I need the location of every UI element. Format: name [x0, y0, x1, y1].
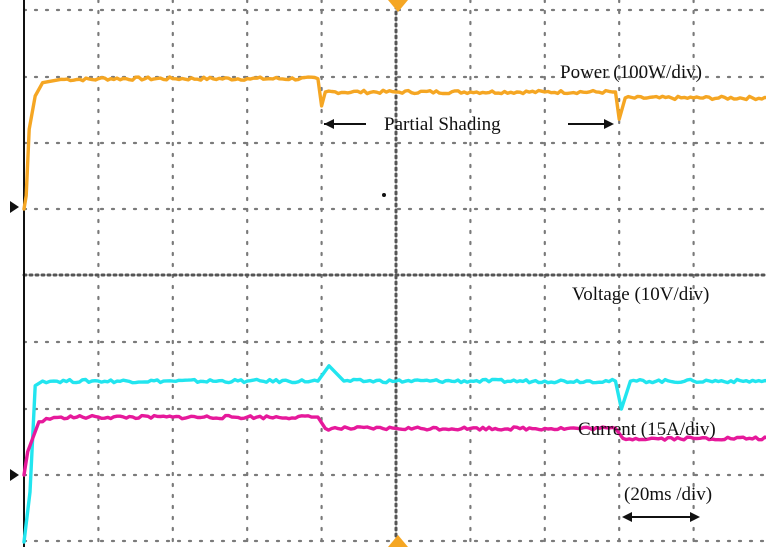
channel-marker-power [10, 201, 19, 213]
series-label-voltage: Voltage (10V/div) [572, 284, 709, 305]
series-label-current: Current (15A/div) [578, 419, 716, 440]
channel-marker-current [10, 469, 19, 481]
grid [22, 0, 766, 547]
voltage-trace [22, 364, 766, 544]
time-scale-label: (20ms /div) [624, 484, 712, 505]
time-scale-arrowhead-left [622, 512, 632, 522]
shading-arrowhead-right [604, 119, 614, 129]
dot-marker [382, 193, 386, 197]
series-label-power: Power (100W/div) [560, 62, 702, 83]
time-scale-arrowhead-right [690, 512, 700, 522]
trigger-marker-bottom [388, 535, 408, 547]
shading-label: Partial Shading [384, 114, 501, 135]
trigger-marker-top [388, 0, 408, 12]
shading-arrowhead-left [324, 119, 334, 129]
partial-shading-annotation: Partial Shading [324, 114, 614, 135]
power-trace [22, 75, 766, 211]
traces [22, 75, 766, 544]
time-scale-annotation: (20ms /div) [622, 484, 712, 522]
current-trace [22, 413, 766, 477]
